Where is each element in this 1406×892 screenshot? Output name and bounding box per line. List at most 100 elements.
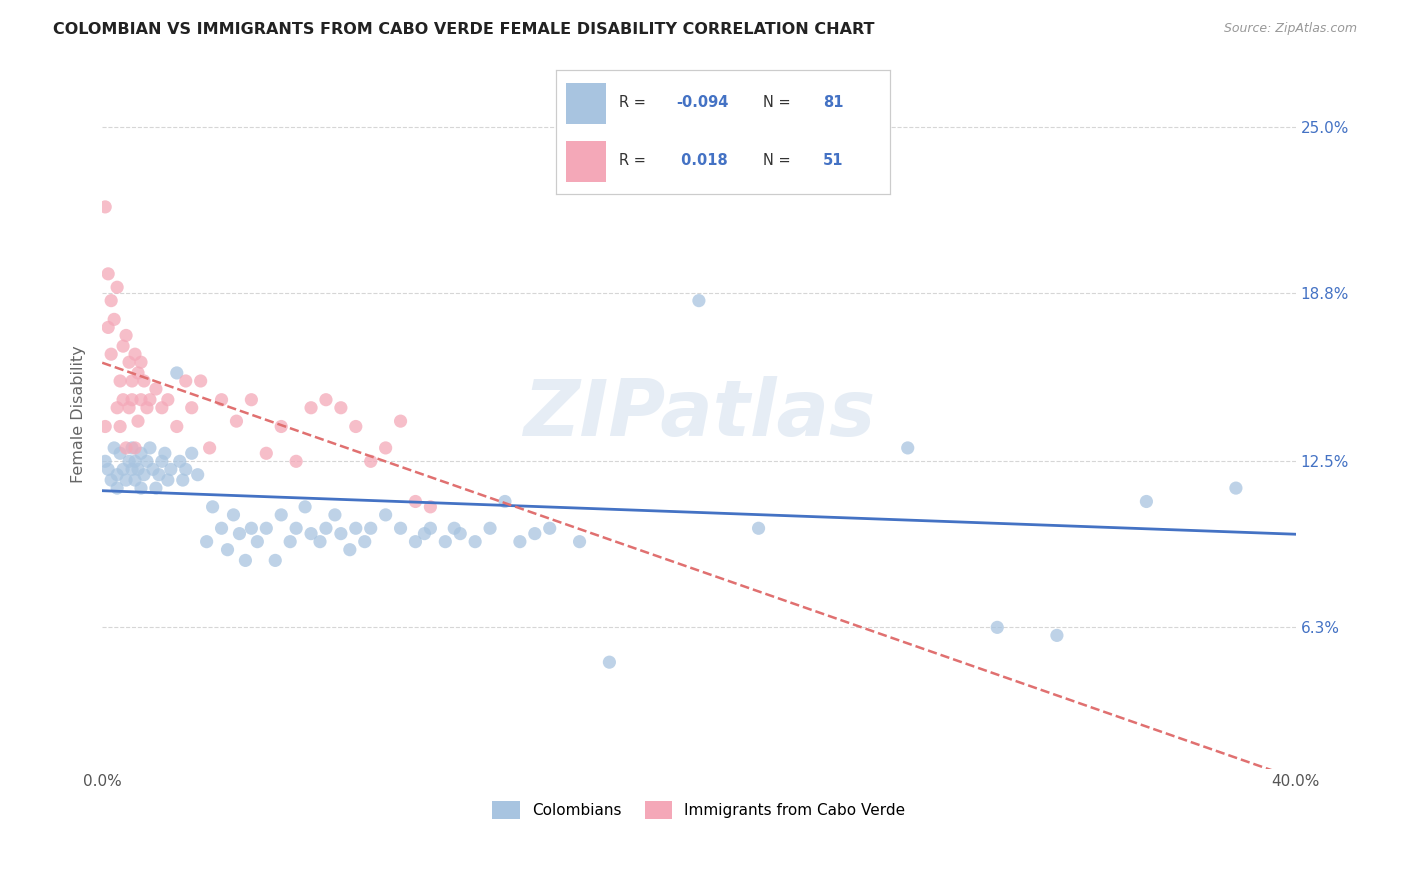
- Point: [127, 462, 149, 476]
- Point: [105, 481, 128, 495]
- Point: [217, 542, 239, 557]
- Point: [315, 392, 337, 407]
- Point: [180, 401, 202, 415]
- Point: [688, 293, 710, 308]
- Point: [150, 454, 173, 468]
- Point: [153, 446, 176, 460]
- Point: [180, 446, 202, 460]
- Point: [315, 521, 337, 535]
- Point: [225, 414, 247, 428]
- Point: [166, 419, 188, 434]
- Point: [598, 655, 620, 669]
- Point: [523, 526, 546, 541]
- Point: [449, 526, 471, 541]
- Point: [389, 414, 412, 428]
- Point: [121, 374, 143, 388]
- Point: [115, 328, 138, 343]
- Point: [270, 419, 292, 434]
- Point: [172, 473, 194, 487]
- Point: [339, 542, 361, 557]
- Point: [156, 392, 179, 407]
- Point: [419, 500, 441, 514]
- Point: [129, 392, 152, 407]
- Point: [136, 401, 159, 415]
- Point: [201, 500, 224, 514]
- Point: [94, 454, 117, 468]
- Point: [211, 392, 233, 407]
- Point: [285, 521, 308, 535]
- Point: [222, 508, 245, 522]
- Point: [404, 534, 426, 549]
- Point: [129, 446, 152, 460]
- Point: [986, 620, 1008, 634]
- Text: ZIPatlas: ZIPatlas: [523, 376, 875, 452]
- Point: [198, 441, 221, 455]
- Point: [509, 534, 531, 549]
- Point: [121, 392, 143, 407]
- Text: Source: ZipAtlas.com: Source: ZipAtlas.com: [1223, 22, 1357, 36]
- Point: [129, 481, 152, 495]
- Point: [121, 441, 143, 455]
- Point: [299, 526, 322, 541]
- Point: [94, 419, 117, 434]
- Point: [837, 133, 859, 147]
- Point: [353, 534, 375, 549]
- Point: [100, 347, 122, 361]
- Point: [494, 494, 516, 508]
- Point: [118, 454, 141, 468]
- Point: [389, 521, 412, 535]
- Point: [374, 441, 396, 455]
- Point: [434, 534, 457, 549]
- Point: [97, 267, 120, 281]
- Point: [360, 454, 382, 468]
- Point: [129, 355, 152, 369]
- Point: [118, 355, 141, 369]
- Point: [211, 521, 233, 535]
- Text: COLOMBIAN VS IMMIGRANTS FROM CABO VERDE FEMALE DISABILITY CORRELATION CHART: COLOMBIAN VS IMMIGRANTS FROM CABO VERDE …: [53, 22, 875, 37]
- Point: [254, 446, 277, 460]
- Point: [294, 500, 316, 514]
- Point: [127, 414, 149, 428]
- Point: [139, 441, 162, 455]
- Legend: Colombians, Immigrants from Cabo Verde: Colombians, Immigrants from Cabo Verde: [486, 795, 911, 825]
- Point: [323, 508, 346, 522]
- Point: [115, 441, 138, 455]
- Point: [419, 521, 441, 535]
- Point: [309, 534, 332, 549]
- Point: [285, 454, 308, 468]
- Point: [174, 374, 197, 388]
- Point: [897, 441, 920, 455]
- Point: [136, 454, 159, 468]
- Y-axis label: Female Disability: Female Disability: [72, 345, 86, 483]
- Point: [139, 392, 162, 407]
- Point: [112, 392, 135, 407]
- Point: [124, 441, 146, 455]
- Point: [264, 553, 287, 567]
- Point: [169, 454, 191, 468]
- Point: [103, 312, 125, 326]
- Point: [235, 553, 257, 567]
- Point: [108, 374, 131, 388]
- Point: [124, 473, 146, 487]
- Point: [246, 534, 269, 549]
- Point: [142, 462, 165, 476]
- Point: [112, 462, 135, 476]
- Point: [1135, 494, 1157, 508]
- Point: [103, 441, 125, 455]
- Point: [145, 481, 167, 495]
- Point: [174, 462, 197, 476]
- Point: [132, 467, 155, 482]
- Point: [145, 382, 167, 396]
- Point: [329, 526, 352, 541]
- Point: [132, 374, 155, 388]
- Point: [124, 454, 146, 468]
- Point: [150, 401, 173, 415]
- Point: [270, 508, 292, 522]
- Point: [187, 467, 209, 482]
- Point: [299, 401, 322, 415]
- Point: [278, 534, 301, 549]
- Point: [1046, 628, 1069, 642]
- Point: [404, 494, 426, 508]
- Point: [464, 534, 486, 549]
- Point: [344, 521, 367, 535]
